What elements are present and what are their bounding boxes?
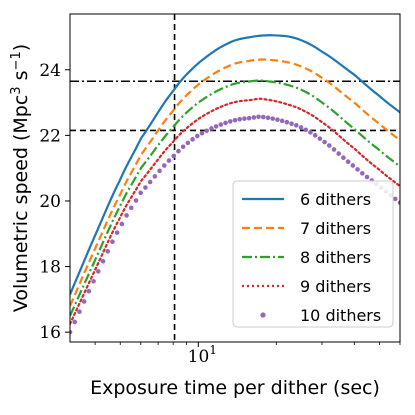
data-point [298, 125, 304, 130]
legend-label: 9 dithers [300, 277, 371, 296]
data-point [143, 185, 148, 190]
data-point [218, 122, 224, 127]
series-line-9-dithers [70, 97, 400, 326]
data-point [256, 114, 261, 120]
legend-label: 6 dithers [300, 190, 371, 209]
data-point [161, 163, 167, 168]
legend-label: 7 dithers [300, 219, 371, 238]
data-point [242, 116, 247, 121]
x-axis-label: Exposure time per dither (sec) [90, 377, 380, 399]
y-tick-label: 20 [39, 192, 61, 212]
data-point [171, 153, 177, 159]
data-point [260, 114, 266, 120]
data-point [279, 118, 285, 124]
legend: 6 dithers 7 dithers 8 dithers 9 dithers 10 d… [232, 180, 394, 328]
data-point [293, 123, 299, 128]
data-point [194, 133, 200, 139]
data-point [152, 174, 158, 179]
data-point [105, 249, 111, 254]
axis-ticks: 16 18 20 22 24 [39, 61, 401, 347]
data-point [350, 163, 356, 168]
data-point [86, 289, 92, 294]
legend-marker [260, 312, 266, 318]
data-point [190, 137, 195, 142]
data-point [227, 119, 233, 124]
series-line-6-dithers [70, 34, 400, 295]
data-point [232, 117, 238, 123]
data-point [199, 130, 205, 136]
data-point [72, 319, 78, 325]
data-point [336, 151, 342, 156]
data-point [180, 144, 186, 150]
data-point [397, 200, 400, 205]
data-point [133, 198, 139, 203]
series-line-7-dithers [70, 58, 400, 307]
y-axis-label: Volumetric speed (Mpc3 s−1) [9, 44, 32, 312]
data-point [237, 117, 243, 122]
data-point [119, 221, 125, 227]
legend-entry: 9 dithers [242, 277, 371, 296]
data-point [284, 119, 290, 125]
legend-entry: 8 dithers [242, 248, 371, 267]
data-point [213, 124, 219, 129]
data-point [317, 136, 323, 141]
data-point [209, 126, 214, 131]
data-point [270, 116, 276, 121]
data-point [124, 213, 129, 218]
data-point [147, 179, 153, 185]
legend-label: 8 dithers [300, 248, 371, 267]
data-point [91, 278, 96, 284]
legend-entry: 6 dithers [242, 190, 371, 209]
data-point [223, 120, 228, 126]
data-point [331, 147, 337, 152]
y-tick-label: 18 [39, 258, 61, 278]
data-point [345, 159, 351, 165]
data-point [312, 132, 318, 138]
data-point [81, 299, 87, 304]
data-point [265, 115, 271, 121]
data-point [326, 143, 332, 148]
data-point [275, 117, 280, 122]
data-point [364, 174, 370, 180]
data-point [392, 196, 398, 202]
data-point [204, 128, 210, 134]
reference-lines [70, 14, 400, 342]
data-point [128, 205, 134, 211]
data-point [185, 140, 191, 146]
data-point [138, 190, 144, 196]
data-point [95, 269, 101, 274]
data-point [114, 230, 120, 235]
legend-entry: 10 dithers [260, 306, 381, 325]
data-point [251, 115, 257, 120]
data-point [70, 329, 73, 335]
data-point [341, 155, 346, 161]
data-point [308, 130, 313, 135]
data-point [100, 259, 106, 264]
data-point [246, 115, 252, 121]
data-point [157, 168, 162, 174]
series-line-8-dithers [70, 79, 400, 317]
data-point [166, 158, 172, 163]
data-point [322, 139, 327, 145]
plot-frame [69, 13, 401, 343]
data-point [289, 121, 294, 127]
data-point [303, 127, 309, 133]
data-point [77, 309, 82, 315]
data-point [176, 148, 181, 154]
data-point [355, 167, 360, 172]
y-tick-label: 16 [39, 323, 61, 343]
data-point [359, 171, 365, 176]
y-tick-label: 24 [39, 61, 61, 81]
legend-box [232, 180, 394, 328]
x-tick-label: 101 [188, 343, 217, 367]
legend-label: 10 dithers [300, 306, 381, 325]
data-point [110, 239, 115, 244]
legend-entry: 7 dithers [242, 219, 371, 238]
y-tick-label: 22 [39, 126, 61, 146]
